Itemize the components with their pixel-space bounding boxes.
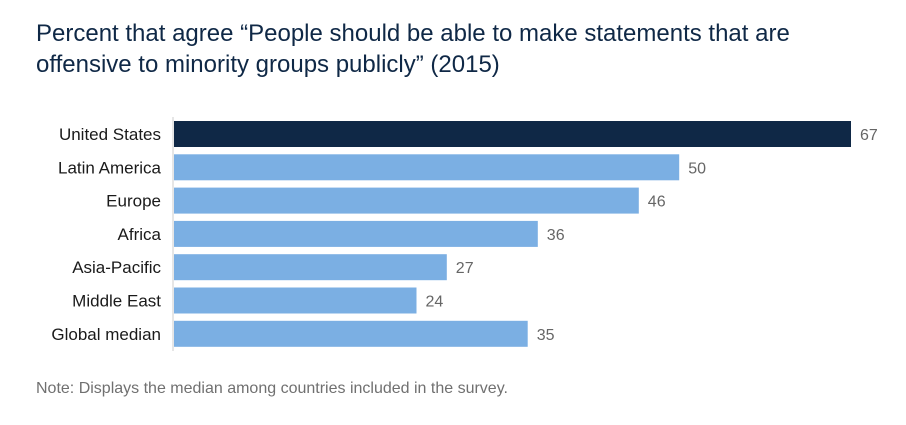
bar-asia-pacific	[174, 254, 447, 281]
value-label-asia-pacific: 27	[456, 260, 474, 277]
bar-latin-america	[174, 154, 680, 181]
value-label-global-median: 35	[537, 327, 555, 344]
bar-global-median	[174, 320, 528, 347]
chart-title: Percent that agree “People should be abl…	[36, 20, 790, 78]
bar-africa	[174, 220, 538, 247]
value-label-europe: 46	[648, 194, 666, 211]
category-label-africa: Africa	[118, 225, 162, 244]
value-label-united-states: 67	[860, 127, 878, 144]
bar-united-states	[174, 121, 851, 147]
category-label-united-states: United States	[59, 125, 161, 144]
bars-layer: United States 67 Latin America 50 Europe 46 Af…	[51, 121, 878, 347]
category-label-europe: Europe	[106, 192, 161, 211]
value-label-latin-america: 50	[688, 160, 706, 177]
category-label-global-median: Global median	[51, 325, 161, 344]
category-label-middle-east: Middle East	[72, 292, 161, 311]
bar-europe	[174, 187, 639, 214]
value-label-middle-east: 24	[426, 294, 444, 311]
category-label-asia-pacific: Asia-Pacific	[72, 258, 161, 277]
chart-note: Note: Displays the median among countrie…	[36, 380, 508, 397]
category-label-latin-america: Latin America	[58, 158, 162, 177]
value-label-africa: 36	[547, 227, 565, 244]
bar-middle-east	[174, 287, 417, 314]
